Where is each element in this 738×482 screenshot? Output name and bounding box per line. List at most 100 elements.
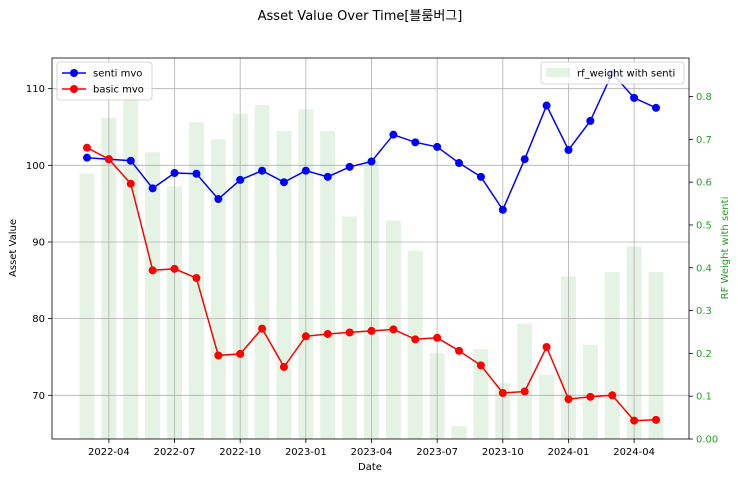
rf-weight-bar — [451, 426, 467, 439]
y-axis-label: Asset Value — [8, 219, 19, 277]
x-axis-ticks: 2022-04 2022-07 2022-10 2023-01 2023-04 2023-… — [88, 439, 655, 458]
series-point — [104, 155, 113, 164]
rf-weight-bar — [210, 139, 226, 439]
y2-tick-label: 0.00 — [696, 435, 718, 446]
rf-weight-bar — [407, 250, 423, 439]
series-point — [520, 155, 529, 164]
series-point — [126, 179, 135, 188]
series-point — [83, 143, 91, 152]
legend-label: rf_weight with senti — [577, 69, 675, 80]
series-point — [389, 130, 398, 139]
y2-axis-ticks: 0.00 0.1 0.2 0.3 0.4 0.5 0.6 0.7 0.8 — [689, 92, 718, 446]
rf-weight-bar — [254, 105, 270, 439]
series-point — [455, 159, 464, 168]
legend-marker — [70, 69, 78, 77]
series-point — [192, 169, 201, 178]
rf-weight-bar — [145, 152, 161, 439]
series-point — [236, 175, 245, 184]
series-lines — [83, 69, 660, 425]
series-point — [367, 326, 376, 335]
rf-weight-bar — [123, 75, 139, 439]
y2-tick-label: 0.5 — [696, 220, 712, 231]
series-point — [323, 329, 332, 338]
rf-weight-bar — [648, 272, 664, 439]
x-tick-label: 2022-04 — [88, 447, 130, 458]
series-point — [214, 351, 223, 360]
y-tick-label: 80 — [32, 314, 45, 325]
y-tick-label: 70 — [32, 391, 45, 402]
series-point — [323, 172, 332, 181]
legend-box — [540, 61, 685, 85]
y2-tick-label: 0.4 — [696, 263, 712, 274]
series-point — [192, 274, 201, 283]
series-point — [258, 324, 267, 333]
series-point — [630, 416, 639, 425]
series-point — [170, 168, 179, 177]
series-point — [630, 93, 639, 102]
series-point — [345, 162, 354, 171]
series-point — [148, 266, 157, 275]
x-axis-label: Date — [358, 462, 382, 473]
x-tick-label: 2023-07 — [416, 447, 458, 458]
y2-tick-label: 0.7 — [696, 135, 712, 146]
plot-frame — [51, 57, 690, 440]
x-tick-label: 2023-04 — [351, 447, 393, 458]
rf-weight-bar — [79, 173, 95, 439]
rf-weight-bar — [604, 272, 620, 439]
y2-tick-label: 0.8 — [696, 92, 712, 103]
series-point — [411, 138, 420, 147]
legend-label: basic mvo — [93, 85, 144, 96]
series-point — [476, 172, 485, 181]
series-point — [279, 178, 288, 187]
x-tick-label: 2022-10 — [219, 447, 261, 458]
series-point — [411, 335, 420, 344]
series-point — [345, 328, 354, 337]
x-tick-label: 2024-01 — [548, 447, 590, 458]
series-point — [498, 389, 507, 398]
series-point — [564, 395, 573, 404]
series-point — [652, 103, 660, 112]
series-point — [586, 116, 595, 125]
legend-right: rf_weight with senti — [540, 61, 685, 85]
series-point — [542, 101, 551, 110]
series-point — [586, 392, 595, 401]
rf-weight-bar — [473, 349, 489, 439]
rf-weight-bar — [276, 130, 292, 440]
series-point — [367, 157, 376, 166]
y2-tick-label: 0.2 — [696, 349, 712, 360]
series-point — [279, 362, 288, 371]
series-point — [236, 349, 245, 358]
series-point — [564, 145, 573, 154]
series-point — [83, 153, 91, 162]
series-point — [455, 346, 464, 355]
series-point — [214, 195, 223, 204]
y2-tick-label: 0.3 — [696, 306, 712, 317]
y-tick-label: 110 — [26, 84, 45, 95]
series-point — [542, 343, 551, 352]
legend-box — [56, 61, 153, 101]
y-tick-label: 90 — [32, 237, 45, 248]
x-tick-label: 2024-04 — [613, 447, 655, 458]
series-point — [258, 166, 267, 175]
series-point — [433, 142, 442, 151]
rf-weight-bar — [582, 344, 598, 439]
series-point — [652, 415, 660, 424]
chart-title: Asset Value Over Time[블룸버그] — [258, 9, 463, 24]
series-point — [498, 205, 507, 214]
series-point — [476, 361, 485, 370]
series-point — [433, 333, 442, 342]
series-point — [148, 184, 157, 193]
x-tick-label: 2023-01 — [285, 447, 327, 458]
rf-weight-bar — [342, 216, 358, 439]
series-point — [608, 391, 617, 400]
y2-axis-label: RF Weight with senti — [720, 197, 731, 300]
y-tick-label: 100 — [26, 161, 45, 172]
series-point — [301, 332, 310, 341]
series-point — [126, 156, 135, 165]
series-point — [389, 325, 398, 334]
series-point — [301, 166, 310, 175]
legend-left: senti mvo basic mvo — [56, 61, 153, 101]
rf-weight-bar — [539, 374, 555, 439]
x-tick-label: 2022-07 — [154, 447, 196, 458]
